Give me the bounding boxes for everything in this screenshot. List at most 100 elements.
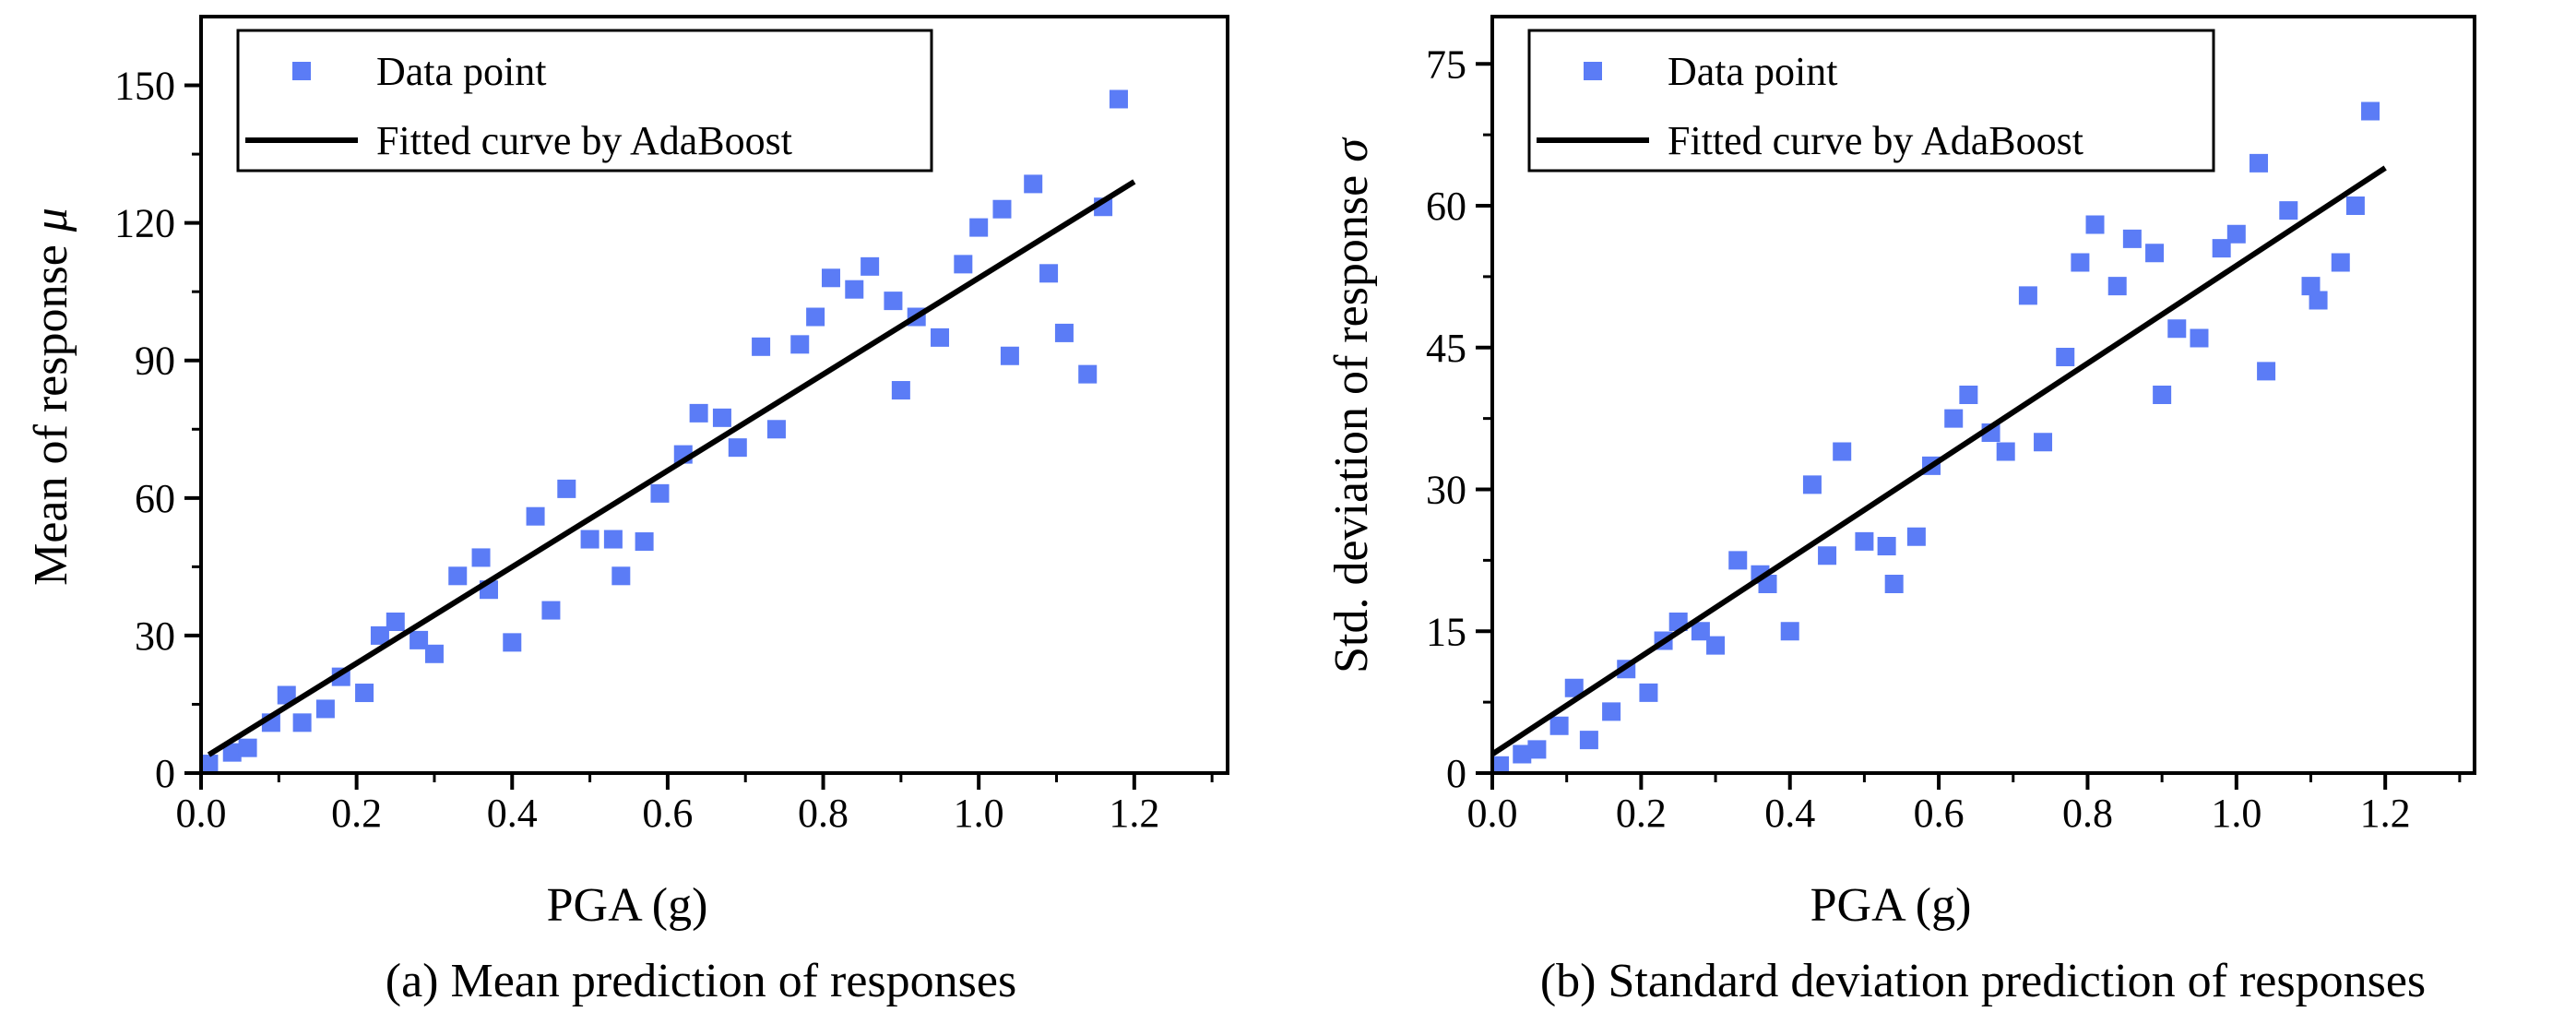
y-tick-label-b: 15 <box>1426 609 1466 654</box>
data-point-b <box>2345 196 2365 215</box>
x-tick-label-b: 0.2 <box>1616 791 1667 836</box>
x-tick-label-a: 0.8 <box>798 791 849 836</box>
data-point-a <box>315 699 335 719</box>
y-tick-label-b: 60 <box>1426 184 1466 229</box>
data-point-b <box>1996 442 2015 461</box>
data-point-b <box>1602 702 1621 721</box>
x-tick-label-a: 0.6 <box>642 791 693 836</box>
data-point-a <box>386 613 405 631</box>
data-layer-b <box>1490 101 2387 775</box>
data-point-a <box>424 644 444 663</box>
data-point-b <box>2331 253 2350 272</box>
data-point-a <box>471 548 491 567</box>
data-point-a <box>821 268 840 288</box>
data-point-b <box>1959 386 1978 404</box>
legend-point-marker-b <box>1584 62 1602 80</box>
data-point-b <box>1639 683 1658 702</box>
data-point-a <box>884 292 903 311</box>
x-tick-label-b: 0.0 <box>1467 791 1518 836</box>
x-axis-label-a: PGA (g) <box>547 879 708 932</box>
data-point-a <box>728 438 747 458</box>
y-tick-label-a: 60 <box>135 476 175 521</box>
axes-frame-a <box>199 15 1229 775</box>
axes-frame-b <box>1490 15 2476 775</box>
data-point-a <box>712 408 731 427</box>
x-tick-label-a: 1.2 <box>1109 791 1159 836</box>
data-point-a <box>292 713 312 732</box>
data-point-b <box>2153 386 2172 404</box>
data-point-a <box>931 327 950 347</box>
y-tick-label-b: 75 <box>1426 42 1466 87</box>
y-tick-label-a: 0 <box>155 751 175 796</box>
data-point-a <box>766 420 786 439</box>
data-point-a <box>992 199 1012 219</box>
x-tick-label-b: 0.6 <box>1914 791 1965 836</box>
data-point-a <box>1039 264 1059 283</box>
data-point-b <box>2145 244 2165 263</box>
data-point-b <box>2309 291 2328 310</box>
x-tick-label-a: 0.2 <box>331 791 382 836</box>
data-point-a <box>370 625 389 645</box>
data-point-a <box>448 566 468 586</box>
data-point-b <box>2018 286 2037 305</box>
data-point-b <box>2071 253 2090 272</box>
legend-box-a <box>236 29 933 173</box>
data-point-a <box>635 532 654 552</box>
data-point-b <box>2190 328 2209 348</box>
data-point-a <box>222 743 242 762</box>
x-tick-label-b: 0.8 <box>2062 791 2113 836</box>
chart-panel-a: 0.0 0.2 0.4 0.6 0.8 1.0 1.2 0 30 60 90 120 150 Data … <box>25 15 1229 1007</box>
data-point-a <box>503 633 522 652</box>
data-point-b <box>1802 475 1822 494</box>
data-point-a <box>790 335 810 354</box>
data-point-a <box>557 479 576 498</box>
fitted-line-b <box>1490 165 2387 757</box>
data-point-b <box>1884 575 1904 593</box>
data-point-b <box>2122 229 2142 248</box>
data-point-b <box>1549 716 1569 735</box>
legend-line-label-b: Fitted curve by AdaBoost <box>1668 118 2083 163</box>
data-layer-a <box>199 89 1136 774</box>
data-point-a <box>954 255 973 274</box>
data-point-b <box>2034 433 2053 452</box>
data-point-b <box>1906 527 1926 546</box>
data-point-b <box>1728 551 1748 570</box>
legend-line-label-a: Fitted curve by AdaBoost <box>376 118 792 163</box>
data-point-b <box>2301 277 2321 296</box>
data-point-a <box>1078 364 1098 384</box>
caption-a: (a) Mean prediction of responses <box>386 955 1016 1007</box>
y-tick-label-a: 120 <box>114 201 175 246</box>
data-point-b <box>2107 277 2127 296</box>
data-point-a <box>1054 323 1074 342</box>
data-point-b <box>1513 744 1532 764</box>
data-point-a <box>541 601 561 620</box>
y-axis-label-b: Std. deviation of response σ <box>1325 137 1378 673</box>
data-point-a <box>1024 174 1043 194</box>
data-point-b <box>2212 239 2231 258</box>
data-point-b <box>1855 531 1874 551</box>
y-tick-label-a: 150 <box>114 64 175 109</box>
data-point-b <box>2167 319 2187 339</box>
y-axis-label-text-b: Std. deviation of response <box>1325 175 1378 673</box>
x-tick-label-b: 1.2 <box>2360 791 2411 836</box>
x-tick-label-b: 1.0 <box>2211 791 2261 836</box>
y-tick-label-a: 90 <box>135 339 175 384</box>
caption-b: (b) Standard deviation prediction of res… <box>1540 955 2426 1007</box>
data-point-a <box>806 307 825 327</box>
data-point-b <box>1579 731 1598 750</box>
data-point-b <box>1780 622 1799 641</box>
data-point-a <box>238 738 257 757</box>
data-point-b <box>1706 636 1726 655</box>
data-point-a <box>861 256 880 276</box>
chart-panel-b: 0.0 0.2 0.4 0.6 0.8 1.0 1.2 0 15 30 45 60 75 Data po… <box>1325 15 2476 1007</box>
data-point-a <box>1109 89 1128 109</box>
fitted-line-a <box>207 179 1136 757</box>
data-point-b <box>2226 224 2246 244</box>
data-point-a <box>1000 346 1019 365</box>
legend-box-b <box>1527 29 2215 173</box>
data-point-a <box>650 483 670 503</box>
data-point-a <box>611 566 631 586</box>
y-tick-label-b: 0 <box>1446 751 1466 796</box>
data-point-a <box>355 684 374 703</box>
y-axis-symbol-a: μ <box>25 208 77 232</box>
